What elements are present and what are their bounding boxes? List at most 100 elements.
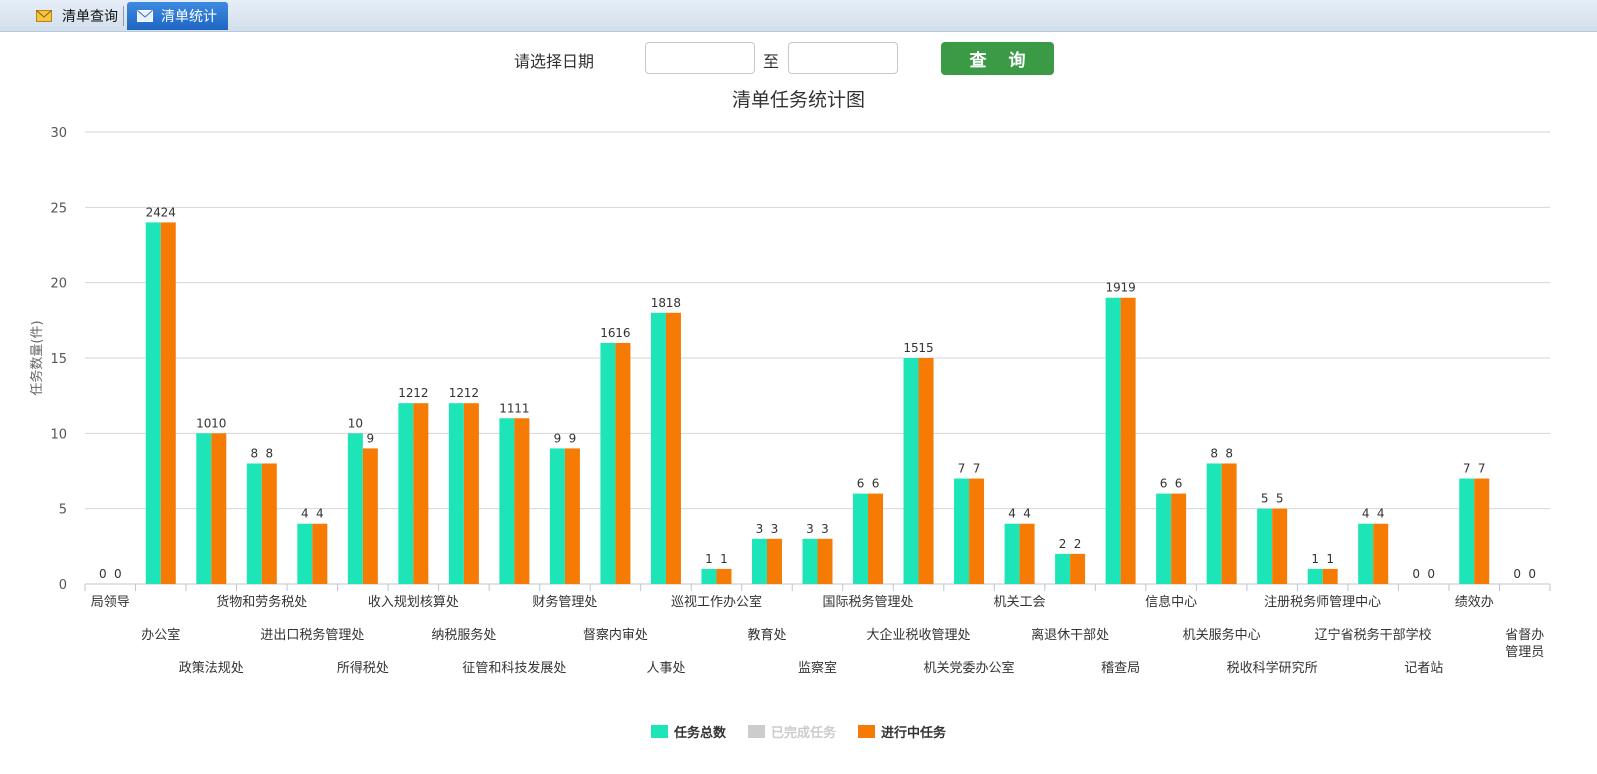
- bar: [1171, 493, 1187, 584]
- bar: [160, 222, 176, 584]
- tab-list-statistics[interactable]: 清单统计: [127, 2, 228, 30]
- data-label: 6: [857, 477, 865, 491]
- bar: [499, 418, 515, 584]
- bar: [766, 538, 782, 584]
- bar: [954, 478, 970, 584]
- bar: [312, 523, 328, 584]
- x-tick-label: 大企业税收管理处: [867, 627, 971, 643]
- x-tick-label: 巡视工作办公室: [671, 594, 762, 610]
- data-label: 4: [301, 507, 309, 521]
- x-tick-label: 税收科学研究所: [1227, 660, 1318, 676]
- legend-item-total[interactable]: 任务总数: [650, 722, 726, 741]
- x-tick-label: 进出口税务管理处: [260, 627, 364, 643]
- bar: [1070, 553, 1086, 584]
- legend-swatch-done: [747, 725, 765, 738]
- x-tick-label: 督察内审处: [583, 627, 648, 643]
- data-label: 0: [1427, 567, 1435, 581]
- bar: [1105, 297, 1121, 584]
- legend-label-total: 任务总数: [673, 726, 726, 741]
- bar: [347, 433, 363, 584]
- bar: [969, 478, 985, 584]
- bar: [564, 448, 580, 584]
- bar: [145, 222, 161, 584]
- data-label: 16: [615, 326, 630, 340]
- bar: [1322, 568, 1338, 584]
- data-label: 12: [449, 386, 464, 400]
- data-label: 1: [1311, 552, 1319, 566]
- data-label: 12: [464, 386, 479, 400]
- data-label: 2: [1074, 537, 1082, 551]
- bar: [1156, 493, 1172, 584]
- tab-list-query[interactable]: 清单查询: [28, 2, 118, 30]
- x-tick-label: 所得税处: [337, 660, 389, 676]
- bar: [297, 523, 313, 584]
- data-label: 9: [554, 431, 562, 445]
- end-date-input[interactable]: [788, 42, 898, 74]
- bar: [918, 358, 934, 584]
- data-label: 3: [771, 522, 779, 536]
- bar: [615, 342, 631, 584]
- legend-item-progress[interactable]: 进行中任务: [858, 722, 946, 741]
- bar: [1257, 508, 1273, 584]
- data-label: 16: [600, 326, 615, 340]
- data-label: 4: [1008, 507, 1016, 521]
- x-tick-label: 管理员: [1505, 645, 1544, 660]
- bar: [903, 358, 919, 584]
- data-label: 8: [1210, 446, 1218, 460]
- data-label: 8: [250, 446, 258, 460]
- bar: [1221, 463, 1237, 584]
- bar: [514, 418, 530, 584]
- y-tick-label: 25: [50, 201, 67, 216]
- x-tick-label: 信息中心: [1145, 594, 1197, 610]
- data-label: 18: [651, 296, 666, 310]
- x-tick-label: 绩效办: [1455, 595, 1494, 610]
- bar: [196, 433, 212, 584]
- x-tick-label: 收入规划核算处: [368, 595, 459, 610]
- bar: [701, 568, 717, 584]
- x-tick-label: 货物和劳务税处: [216, 594, 307, 610]
- data-label: 7: [958, 462, 966, 476]
- bar: [1459, 478, 1475, 584]
- chart-title: 清单任务统计图: [731, 89, 865, 111]
- bar: [1206, 463, 1222, 584]
- y-tick-label: 20: [50, 277, 67, 292]
- x-tick-label: 人事处: [646, 661, 685, 676]
- data-label: 1: [705, 552, 713, 566]
- data-label: 0: [1513, 567, 1521, 581]
- date-filter-label: 请选择日期: [514, 52, 595, 71]
- bar: [246, 463, 262, 584]
- x-tick-label: 省督办: [1505, 628, 1544, 643]
- tab-divider: [123, 6, 124, 26]
- y-axis-label: 任务数量(件): [29, 320, 45, 395]
- data-label: 10: [211, 416, 226, 430]
- bar: [600, 342, 616, 584]
- x-tick-label: 政策法规处: [179, 660, 244, 676]
- x-tick-label: 稽查局: [1101, 661, 1140, 676]
- data-label: 11: [499, 401, 514, 415]
- bar: [1307, 568, 1323, 584]
- x-tick-label: 国际税务管理处: [823, 594, 914, 610]
- legend-item-done[interactable]: 已完成任务: [747, 722, 836, 741]
- y-tick-label: 0: [59, 578, 67, 593]
- data-label: 3: [806, 522, 814, 536]
- chart-legend: 任务总数 已完成任务 进行中任务: [0, 722, 1597, 741]
- x-tick-label: 机关服务中心: [1183, 627, 1261, 643]
- data-label: 3: [821, 522, 829, 536]
- tab-label: 清单查询: [62, 9, 118, 25]
- data-label: 6: [872, 477, 880, 491]
- data-label: 8: [1225, 446, 1233, 460]
- data-label: 19: [1105, 281, 1120, 295]
- legend-swatch-total: [650, 725, 668, 738]
- start-date-input[interactable]: [645, 42, 755, 74]
- bar: [1004, 523, 1020, 584]
- query-button[interactable]: 查 询: [941, 42, 1054, 75]
- bar: [549, 448, 565, 584]
- bar: [463, 403, 479, 584]
- x-tick-label: 财务管理处: [532, 594, 597, 610]
- date-range-separator: 至: [763, 52, 780, 71]
- data-label: 11: [514, 401, 529, 415]
- bar: [1120, 297, 1136, 584]
- data-label: 7: [1478, 462, 1486, 476]
- bar: [853, 493, 869, 584]
- data-label: 18: [666, 296, 681, 310]
